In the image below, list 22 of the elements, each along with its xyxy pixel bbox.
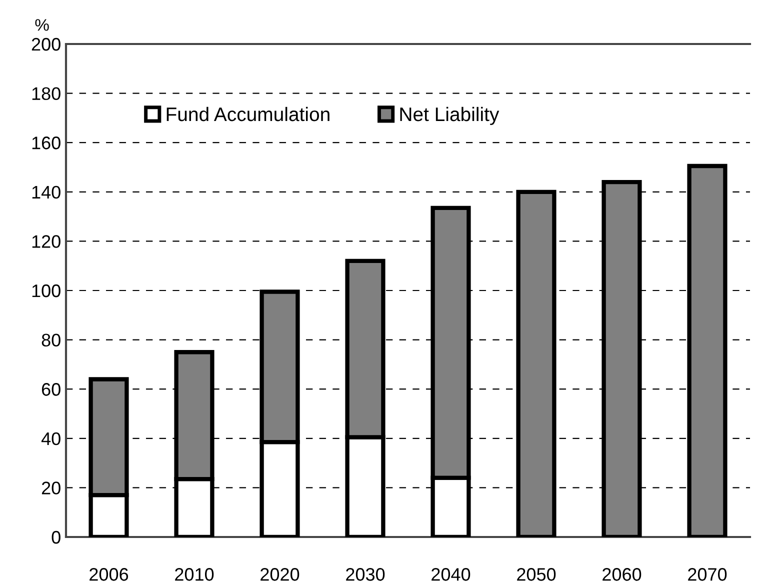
y-tick-label: 40: [41, 432, 60, 446]
y-tick-label: 200: [32, 38, 60, 51]
y-tick-label: 20: [42, 482, 60, 494]
x-tick-label: 2050: [517, 568, 556, 581]
legend-label: Fund Accumulation: [166, 106, 330, 122]
x-tick-label: 2040: [432, 568, 470, 581]
x-tick-label: 2030: [346, 568, 385, 581]
y-tick-label: 100: [32, 284, 60, 298]
y-tick-label: 180: [32, 87, 60, 100]
y-tick-label: 120: [32, 235, 60, 248]
x-tick-label: 2070: [688, 568, 727, 581]
legend-label: Net Liability: [400, 106, 500, 126]
y-tick-label: 60: [42, 383, 60, 396]
y-tick-label: 140: [32, 186, 60, 199]
x-tick-label: 2020: [260, 568, 300, 581]
y-axis-title: %: [35, 19, 49, 31]
x-tick-label: 2006: [90, 568, 128, 581]
x-tick-label: 2060: [602, 568, 642, 581]
x-tick-label: 2010: [175, 568, 214, 581]
y-tick-label: 160: [32, 136, 60, 150]
y-tick-label: 80: [42, 334, 60, 347]
y-tick-label: 0: [52, 530, 60, 544]
